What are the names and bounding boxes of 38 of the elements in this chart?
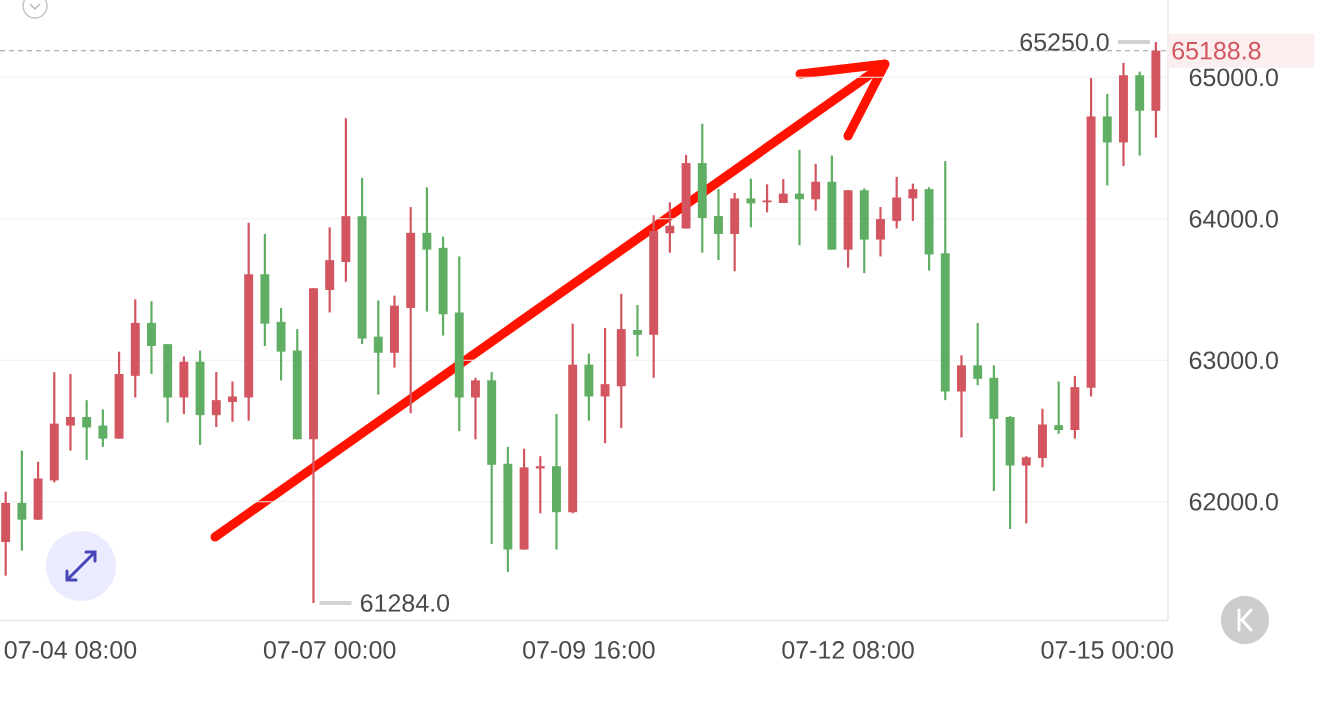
x-tick-label: 07-15 00:00 [1041, 641, 1173, 659]
candlestick [1054, 380, 1064, 435]
candlestick [778, 177, 788, 205]
candlestick [1021, 455, 1031, 525]
y-tick-label: 64000.0 [1189, 209, 1278, 228]
candlestick [98, 408, 108, 448]
annotation: 61284.0 [360, 594, 450, 612]
candlestick [665, 201, 675, 254]
y-tick-label: 62000.0 [1189, 492, 1278, 511]
candlestick [66, 372, 75, 452]
candlestick [211, 371, 221, 429]
candlestick [82, 399, 92, 461]
x-tick-label: 07-04 08:00 [4, 641, 137, 659]
x-tick-label: 07-07 00:00 [263, 641, 396, 659]
ref-line-label: 65188.8 [1172, 41, 1261, 60]
annotation: 65250.0 [1020, 33, 1109, 51]
candlestick [147, 300, 156, 376]
candlestick [471, 376, 480, 441]
candlestick [762, 183, 772, 214]
x-tick-label: 07-12 08:00 [782, 641, 914, 659]
candlestick [811, 162, 821, 212]
x-tick-label: 07-09 16:00 [523, 641, 655, 659]
candlestick [795, 148, 804, 247]
candlestick [746, 177, 756, 229]
candlestick [373, 299, 383, 396]
candlestick [600, 326, 610, 445]
candlestick [633, 303, 642, 358]
candlestick [876, 205, 885, 258]
candlestick [714, 188, 723, 262]
candlestick [973, 321, 983, 387]
candlestick [228, 380, 237, 423]
candlestick [908, 182, 918, 223]
candlestick [535, 455, 545, 515]
candlestick [422, 186, 432, 313]
candlestick [17, 449, 27, 552]
candlestick [892, 175, 902, 230]
y-tick-label: 65000.0 [1189, 68, 1278, 87]
y-tick-label: 63000.0 [1189, 351, 1278, 370]
